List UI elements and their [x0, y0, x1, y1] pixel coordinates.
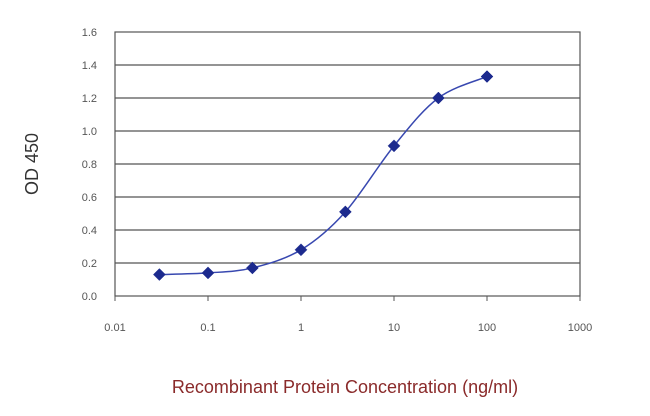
fitted-curve — [159, 75, 488, 276]
data-point-7 — [480, 70, 494, 83]
data-points — [153, 70, 494, 281]
y-tick-label: 0.4 — [82, 225, 97, 237]
data-point-3 — [294, 243, 308, 257]
x-tick-label: 10 — [388, 322, 400, 334]
x-tick-label: 100 — [478, 322, 496, 334]
data-point-4 — [339, 205, 352, 219]
y-axis-label: OD 450 — [22, 133, 42, 195]
data-point-1 — [201, 266, 215, 280]
data-point-6 — [432, 91, 445, 105]
y-tick-label: 1.2 — [82, 93, 97, 105]
y-tick-label: 0.0 — [82, 291, 97, 303]
data-point-2 — [246, 261, 259, 275]
plot-frame — [114, 31, 581, 297]
x-axis-label: Recombinant Protein Concentration (ng/ml… — [172, 377, 518, 397]
y-tick-label: 0.2 — [82, 258, 97, 270]
x-tick-labels: 0.01 0.1 1 10 100 1000 — [104, 296, 592, 334]
x-tick-label: 0.01 — [104, 322, 125, 334]
y-tick-labels: 0.0 0.2 0.4 0.6 0.8 1.0 1.2 1.4 1.6 — [82, 27, 97, 303]
data-point-5 — [387, 139, 401, 153]
y-tick-label: 1.0 — [82, 126, 97, 138]
x-tick-label: 1000 — [568, 322, 592, 334]
y-tick-label: 0.6 — [82, 192, 97, 204]
y-tick-label: 1.4 — [82, 60, 97, 72]
x-tick-label: 1 — [298, 322, 304, 334]
x-tick-label: 0.1 — [200, 322, 215, 334]
y-tick-label: 0.8 — [82, 159, 97, 171]
gridlines — [115, 64, 580, 264]
y-tick-label: 1.6 — [82, 27, 97, 39]
data-point-0 — [153, 268, 166, 281]
